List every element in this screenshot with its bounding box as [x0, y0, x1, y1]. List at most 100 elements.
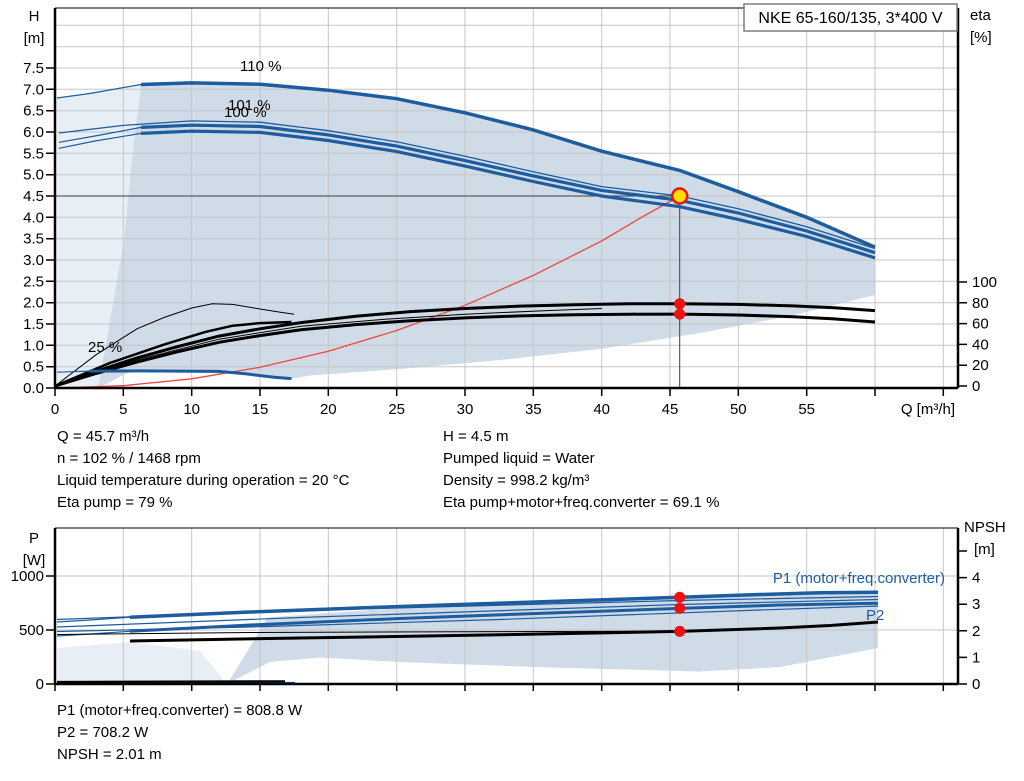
top-operating-envelope: [57, 82, 875, 389]
curve-110-thin: [56, 83, 142, 99]
eta-tick-label: 100: [972, 274, 997, 291]
q-tick-label: 25: [388, 401, 405, 418]
p-25pct-curve: [56, 680, 286, 684]
p-axis-name: P: [29, 530, 39, 547]
p1-duty-dot: [674, 591, 686, 603]
eta-tick-label: 40: [972, 336, 989, 353]
info-npsh: NPSH = 2.01 m: [57, 746, 162, 763]
h-tick-label: 5.0: [23, 167, 44, 184]
info-p1: P1 (motor+freq.converter) = 808.8 W: [57, 702, 303, 719]
q-tick-label: 55: [798, 401, 815, 418]
system-curve: [54, 195, 681, 389]
eta-tick-label: 20: [972, 357, 989, 374]
curve-100-thin: [58, 132, 142, 149]
q-tick-label: 50: [730, 401, 747, 418]
info-eta-total: Eta pump+motor+freq.converter = 69.1 %: [443, 494, 720, 511]
pump-head-curves: [56, 81, 876, 381]
duty-info-left: Q = 45.7 m³/h n = 102 % / 1468 rpm Liqui…: [57, 426, 349, 514]
p1-variant-thin-2: [56, 598, 879, 628]
eta-tick-label: 80: [972, 295, 989, 312]
h-tick-label: 1.5: [23, 316, 44, 333]
curve-101: [140, 123, 876, 255]
h-axis-unit: [m]: [24, 30, 45, 47]
npsh-curve-thin: [56, 630, 661, 635]
npsh-tick-label: 0: [972, 676, 980, 693]
npsh-tick-label: 2: [972, 623, 980, 640]
h-tick-label: 3.0: [23, 252, 44, 269]
label-p1-curve: P1 (motor+freq.converter): [773, 570, 945, 587]
eta-axis-name: eta: [970, 7, 992, 24]
eta-total-duty-dot: [674, 308, 686, 320]
label-25pct: 25 %: [88, 339, 122, 356]
h-tick-label: 4.0: [23, 209, 44, 226]
top-chart-frame: [46, 7, 967, 396]
q-tick-label: 15: [252, 401, 269, 418]
label-101pct: 101 %: [228, 97, 271, 114]
q-tick-label: 40: [593, 401, 610, 418]
eta-branch-curve: [54, 320, 292, 388]
npsh-tick-label: 4: [972, 570, 980, 587]
curve-25-thin: [56, 370, 90, 373]
p1-curve-thin: [56, 616, 131, 623]
duty-reference-lines: [55, 195, 681, 388]
duty-info-right: H = 4.5 m Pumped liquid = Water Density …: [443, 426, 719, 514]
curve-duty-102: [58, 120, 876, 250]
p1-curve: [129, 590, 879, 620]
h-tick-label: 2.0: [23, 295, 44, 312]
h-axis-name: H: [29, 8, 40, 25]
bottom-chart-frame: [46, 527, 967, 691]
q-tick-label: 35: [525, 401, 542, 418]
curve-110: [140, 81, 876, 249]
eta-axis-unit: [%]: [970, 29, 992, 46]
h-tick-label: 4.5: [23, 188, 44, 205]
eta-pump-duty-dot: [674, 298, 686, 310]
h-tick-label: 0.5: [23, 359, 44, 376]
p-axis-unit: [W]: [23, 552, 46, 569]
p-tick-label: 500: [19, 622, 44, 639]
info-head: H = 4.5 m: [443, 428, 509, 445]
p2-curve: [129, 601, 879, 633]
pump-title: NKE 65-160/135, 3*400 V: [758, 10, 942, 27]
npsh-axis-name: NPSH: [964, 519, 1006, 536]
h-tick-label: 7.0: [23, 81, 44, 98]
label-p2-curve: P2: [866, 607, 884, 624]
npsh-tick-label: 3: [972, 596, 980, 613]
h-tick-label: 7.5: [23, 60, 44, 77]
p-tick-label: 1000: [11, 568, 44, 585]
h-tick-label: 1.0: [23, 337, 44, 354]
h-tick-label: 6.0: [23, 124, 44, 141]
h-tick-label: 5.5: [23, 145, 44, 162]
q-axis-label: Q [m³/h]: [901, 401, 955, 418]
info-speed: n = 102 % / 1468 rpm: [57, 450, 201, 467]
q-tick-label: 30: [457, 401, 474, 418]
eta-tick-label: 0: [972, 378, 980, 395]
q-tick-label: 0: [51, 401, 59, 418]
label-100pct: 100 %: [224, 104, 267, 121]
operating-point-marker: [670, 187, 689, 205]
p2-duty-dot: [674, 602, 686, 614]
power-npsh-curves: [56, 590, 879, 685]
q-tick-label: 10: [183, 401, 200, 418]
p-tick-label: 0: [36, 676, 44, 693]
curve-25: [88, 369, 292, 381]
eta-curves: [54, 302, 876, 388]
q-tick-label: 20: [320, 401, 337, 418]
info-liquid-temperature: Liquid temperature during operation = 20…: [57, 472, 350, 489]
h-tick-label: 6.5: [23, 103, 44, 120]
q-tick-label: 5: [119, 401, 127, 418]
npsh-axis-unit: [m]: [974, 541, 995, 558]
info-eta-pump: Eta pump = 79 %: [57, 494, 173, 511]
eta-tick-label: 60: [972, 316, 989, 333]
info-flow: Q = 45.7 m³/h: [57, 428, 150, 445]
h-tick-label: 3.5: [23, 231, 44, 248]
info-pumped-liquid: Pumped liquid = Water: [443, 450, 595, 467]
npsh-duty-dot: [674, 625, 686, 637]
eta-variant-thin: [54, 308, 602, 387]
eta-pump-curve: [54, 302, 876, 388]
eta-arc-thin: [54, 303, 295, 387]
info-density: Density = 998.2 kg/m³: [443, 472, 590, 489]
curve-101-thin: [58, 126, 142, 143]
label-110pct: 110 %: [240, 58, 281, 75]
power-info: P1 (motor+freq.converter) = 808.8 W P2 =…: [57, 700, 302, 766]
